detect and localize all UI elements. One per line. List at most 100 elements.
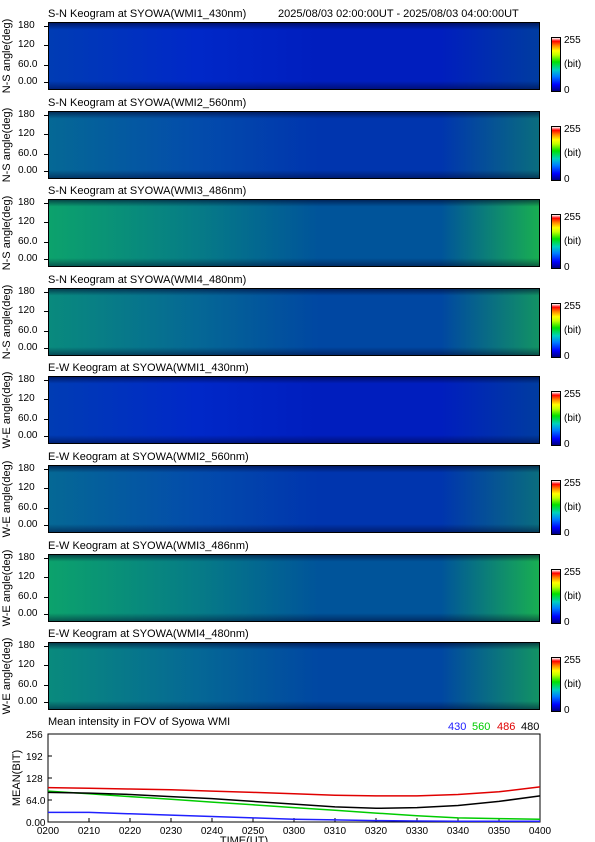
y-axis-label: N-S angle(deg) — [1, 107, 13, 183]
keogram-panel: S-N Keogram at SYOWA(WMI2_560nm) N-S angl… — [0, 97, 595, 186]
colorbar-min: 0 — [564, 705, 570, 716]
y-tick-mark — [44, 558, 48, 559]
keogram-panel: E-W Keogram at SYOWA(WMI3_486nm) W-E angl… — [0, 540, 595, 629]
panel-title: E-W Keogram at SYOWA(WMI3_486nm) — [48, 540, 249, 552]
colorbar-unit: (bit) — [564, 148, 582, 159]
y-tick-label: 120 — [18, 393, 35, 404]
y-tick-label: 180 — [18, 463, 35, 474]
y-tick-label: 120 — [18, 659, 35, 670]
y-tick-label: 60.0 — [18, 236, 38, 247]
y-tick-mark — [44, 26, 48, 27]
y-tick-mark — [44, 348, 48, 349]
y-tick-label: 60.0 — [18, 413, 38, 424]
colorbar-max: 255 — [564, 212, 581, 223]
y-tick-mark — [44, 614, 48, 615]
y-tick-mark — [44, 242, 48, 243]
y-tick-label: 180 — [18, 374, 35, 385]
y-tick-label: 120 — [18, 39, 35, 50]
y-tick-label: 60.0 — [18, 591, 38, 602]
colorbar — [551, 480, 561, 535]
y-tick-mark — [44, 82, 48, 83]
y-tick-label: 0.00 — [26, 818, 46, 829]
panel-title: S-N Keogram at SYOWA(WMI3_486nm) — [48, 185, 247, 197]
series-line-430 — [48, 811, 540, 823]
x-tick-label: 0400 — [529, 826, 552, 837]
y-tick-mark — [44, 508, 48, 509]
y-tick-mark — [44, 380, 48, 381]
keogram-image — [48, 465, 540, 533]
colorbar — [551, 37, 561, 92]
colorbar — [551, 391, 561, 446]
keogram-image — [48, 376, 540, 444]
y-tick-label: 192 — [26, 752, 43, 763]
y-tick-mark — [44, 685, 48, 686]
x-tick-label: 0220 — [119, 826, 142, 837]
y-tick-mark — [44, 436, 48, 437]
y-axis-label: N-S angle(deg) — [1, 195, 13, 271]
y-axis-label: N-S angle(deg) — [1, 18, 13, 94]
y-tick-label: 120 — [18, 305, 35, 316]
y-tick-label: 0.00 — [18, 608, 38, 619]
y-tick-label: 0.00 — [18, 430, 38, 441]
colorbar-unit: (bit) — [564, 679, 582, 690]
colorbar-min: 0 — [564, 617, 570, 628]
y-tick-label: 180 — [18, 20, 35, 31]
x-tick-label: 0250 — [242, 826, 265, 837]
y-tick-label: 256 — [26, 730, 43, 741]
keogram-panel: E-W Keogram at SYOWA(WMI2_560nm) W-E angl… — [0, 451, 595, 540]
x-tick-label: 0240 — [201, 826, 224, 837]
y-tick-label: 120 — [18, 216, 35, 227]
y-tick-label: 180 — [18, 197, 35, 208]
y-tick-label: 180 — [18, 286, 35, 297]
colorbar-max: 255 — [564, 124, 581, 135]
x-tick-label: 0300 — [283, 826, 306, 837]
colorbar-min: 0 — [564, 262, 570, 273]
y-tick-label: 64.0 — [26, 796, 46, 807]
y-tick-mark — [44, 154, 48, 155]
colorbar-unit: (bit) — [564, 59, 582, 70]
y-tick-mark — [44, 331, 48, 332]
y-tick-label: 120 — [18, 571, 35, 582]
panel-title: E-W Keogram at SYOWA(WMI1_430nm) — [48, 362, 249, 374]
keogram-image — [48, 199, 540, 267]
y-tick-label: 120 — [18, 482, 35, 493]
panel-title: E-W Keogram at SYOWA(WMI2_560nm) — [48, 451, 249, 463]
panel-title: S-N Keogram at SYOWA(WMI1_430nm) — [48, 8, 247, 20]
y-tick-mark — [44, 222, 48, 223]
y-tick-mark — [44, 259, 48, 260]
y-tick-label: 0.00 — [18, 519, 38, 530]
y-tick-mark — [44, 311, 48, 312]
legend-560: 560 — [472, 721, 490, 733]
colorbar-min: 0 — [564, 439, 570, 450]
colorbar — [551, 657, 561, 712]
y-tick-label: 0.00 — [18, 165, 38, 176]
panel-title: E-W Keogram at SYOWA(WMI4_480nm) — [48, 628, 249, 640]
colorbar — [551, 126, 561, 181]
keogram-image — [48, 554, 540, 622]
colorbar-unit: (bit) — [564, 591, 582, 602]
colorbar-min: 0 — [564, 528, 570, 539]
y-axis-label: W-E angle(deg) — [1, 460, 13, 538]
y-tick-mark — [44, 488, 48, 489]
colorbar-unit: (bit) — [564, 236, 582, 247]
y-tick-label: 0.00 — [18, 696, 38, 707]
y-tick-label: 0.00 — [18, 342, 38, 353]
mean-intensity-panel: Mean intensity in FOV of Syowa WMI 430 56… — [0, 716, 595, 842]
x-tick-label: 0210 — [78, 826, 101, 837]
colorbar-max: 255 — [564, 389, 581, 400]
x-tick-label: 0320 — [365, 826, 388, 837]
y-tick-label: 128 — [26, 774, 43, 785]
keogram-panel: E-W Keogram at SYOWA(WMI1_430nm) W-E angl… — [0, 362, 595, 451]
colorbar-unit: (bit) — [564, 325, 582, 336]
series-line-486 — [47, 786, 541, 797]
y-tick-label: 60.0 — [18, 59, 38, 70]
y-tick-label: 60.0 — [18, 325, 38, 336]
y-tick-mark — [44, 45, 48, 46]
plot-frame — [47, 733, 541, 823]
keogram-panel: S-N Keogram at SYOWA(WMI3_486nm) N-S angl… — [0, 185, 595, 274]
y-tick-label: 60.0 — [18, 148, 38, 159]
colorbar — [551, 214, 561, 269]
time-range: 2025/08/03 02:00:00UT - 2025/08/03 04:00… — [278, 8, 519, 20]
y-tick-mark — [44, 171, 48, 172]
